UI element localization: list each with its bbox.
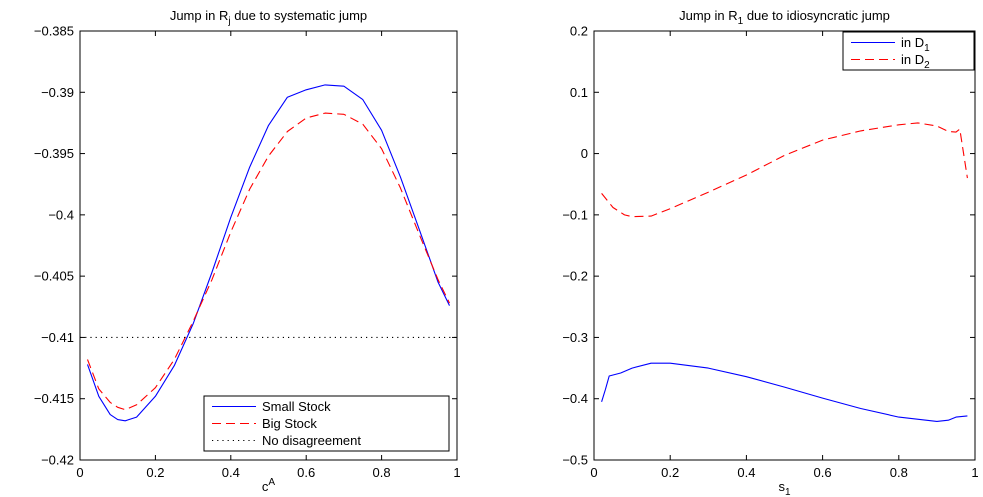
legend-label-2: Big Stock [262, 416, 317, 431]
chart-title: Jump in Rj due to systematic jump [170, 8, 367, 27]
y-tick-label: −0.415 [34, 391, 74, 406]
y-tick-label: −0.3 [562, 330, 588, 345]
plot-area: 0 0.2 0.4 0.6 0.8 1 −0.42 −0.415 −0.41 −0.405 −0.4… [34, 24, 461, 481]
text-span: 2 [924, 60, 930, 71]
legend: Small Stock Big Stock No disagreement [203, 395, 450, 452]
x-axis-label: s1 [778, 479, 791, 497]
y-tick-label: 0.2 [570, 24, 588, 39]
legend-label-3: No disagreement [262, 433, 361, 448]
text-span: A [268, 477, 275, 488]
legend-box [842, 31, 975, 71]
chart-systematic-jump: Jump in Rj due to systematic jump cA 0 0.… [34, 8, 461, 494]
text-span: in D [901, 35, 924, 50]
x-tick-label: 0.8 [890, 465, 908, 480]
y-tick-label: −0.4 [562, 391, 588, 406]
x-tick-label: 0.2 [146, 465, 164, 480]
y-tick-label: −0.5 [562, 453, 588, 468]
y-tick-label: −0.395 [34, 146, 74, 161]
y-tick-label: −0.2 [562, 269, 588, 284]
x-tick-label: 1 [453, 465, 460, 480]
chart-title: Jump in R1 due to idiosyncratic jump [679, 8, 890, 27]
text-span: 1 [924, 43, 930, 54]
series-line-2 [601, 122, 968, 218]
text-span: Small Stock [262, 399, 331, 414]
series-group [601, 122, 968, 422]
series-line-2 [86, 112, 450, 411]
y-tick-label: −0.4 [48, 207, 74, 222]
text-span: Big Stock [262, 416, 317, 431]
y-tick-label: −0.41 [41, 330, 74, 345]
x-tick-label: 0.6 [814, 465, 832, 480]
chart-idiosyncratic-jump: Jump in R1 due to idiosyncratic jump s1 … [562, 8, 978, 497]
x-tick-label: 0.2 [661, 465, 679, 480]
x-tick-label: 0.4 [222, 465, 240, 480]
y-tick-label: −0.42 [41, 453, 74, 468]
text-span: 1 [738, 16, 744, 27]
axes-box [79, 30, 458, 461]
series-group [80, 84, 457, 422]
y-tick-label: −0.385 [34, 24, 74, 39]
series-line-1 [86, 84, 450, 422]
text-span: No disagreement [262, 433, 361, 448]
x-tick-label: 0 [590, 465, 597, 480]
text-span: due to idiosyncratic jump [743, 8, 890, 23]
x-tick-label: 0 [76, 465, 83, 480]
y-tick-label: −0.405 [34, 269, 74, 284]
y-tick-label: 0.1 [570, 85, 588, 100]
text-span: c [262, 479, 269, 494]
text-span: j [227, 16, 230, 27]
x-tick-label: 0.8 [373, 465, 391, 480]
text-span: in D [901, 52, 924, 67]
text-span: Jump in R [679, 8, 738, 23]
y-tick-label: −0.1 [562, 207, 588, 222]
plot-area: 0 0.2 0.4 0.6 0.8 1 −0.5 −0.4 −0.3 −0.2 −0.1 0 0.1 0.… [562, 24, 978, 481]
text-span: 1 [785, 487, 791, 497]
axes-box [593, 30, 976, 461]
x-tick-label: 1 [971, 465, 978, 480]
x-tick-label: 0.6 [297, 465, 315, 480]
series-line-1 [601, 362, 968, 422]
text-span: due to systematic jump [231, 8, 368, 23]
x-tick-label: 0.4 [737, 465, 755, 480]
legend-label-1: in D1 [901, 35, 930, 54]
y-tick-label: 0 [581, 146, 588, 161]
x-axis-label: cA [262, 477, 276, 494]
text-span: s [778, 479, 785, 494]
legend-label-1: Small Stock [262, 399, 331, 414]
legend-label-2: in D2 [901, 52, 930, 71]
y-tick-label: −0.39 [41, 85, 74, 100]
text-span: Jump in R [170, 8, 229, 23]
